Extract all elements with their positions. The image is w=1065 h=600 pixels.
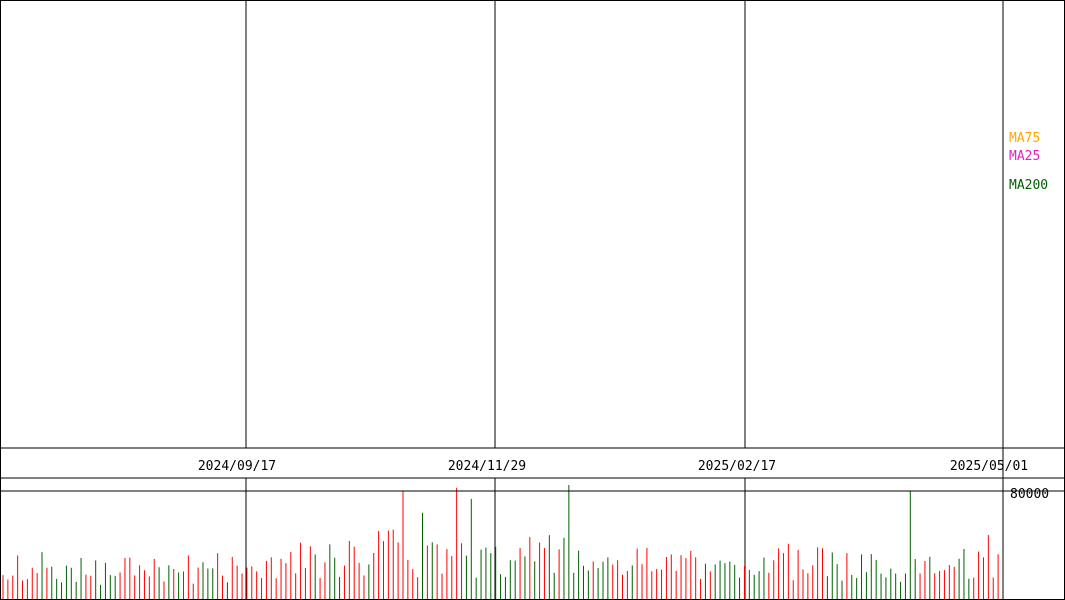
date-tick-label: 2025/02/17 (698, 459, 776, 474)
grid-lines (245, 0, 746, 600)
legend-ma200: MA200 (1009, 178, 1048, 193)
legend-ma25: MA25 (1009, 149, 1040, 164)
volume-tick-label: 80000 (1010, 487, 1049, 502)
volume-series (2, 485, 999, 599)
date-tick-label: 2024/11/29 (448, 459, 526, 474)
date-tick-label: 2024/09/17 (198, 459, 276, 474)
legend-ma75: MA75 (1009, 131, 1040, 146)
chart-labels: 63005800530048002024/09/172024/11/292025… (198, 131, 1049, 502)
date-tick-label: 2025/05/01 (950, 459, 1028, 474)
